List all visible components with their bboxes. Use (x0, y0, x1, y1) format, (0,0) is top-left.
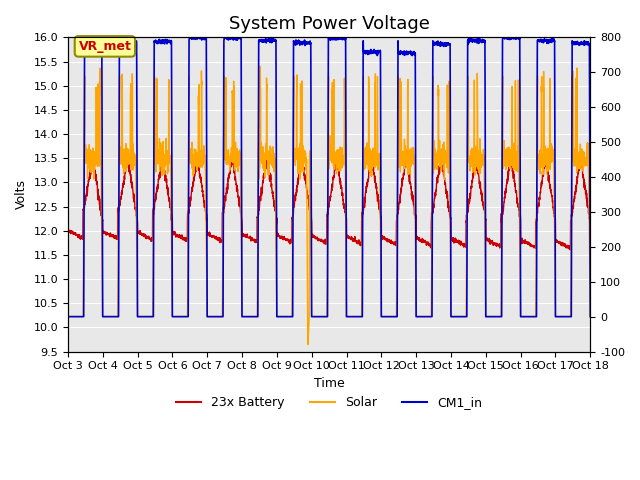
Title: System Power Voltage: System Power Voltage (228, 15, 429, 33)
Text: VR_met: VR_met (79, 40, 131, 53)
Y-axis label: Volts: Volts (15, 180, 28, 209)
Legend: 23x Battery, Solar, CM1_in: 23x Battery, Solar, CM1_in (172, 391, 487, 414)
X-axis label: Time: Time (314, 377, 344, 390)
